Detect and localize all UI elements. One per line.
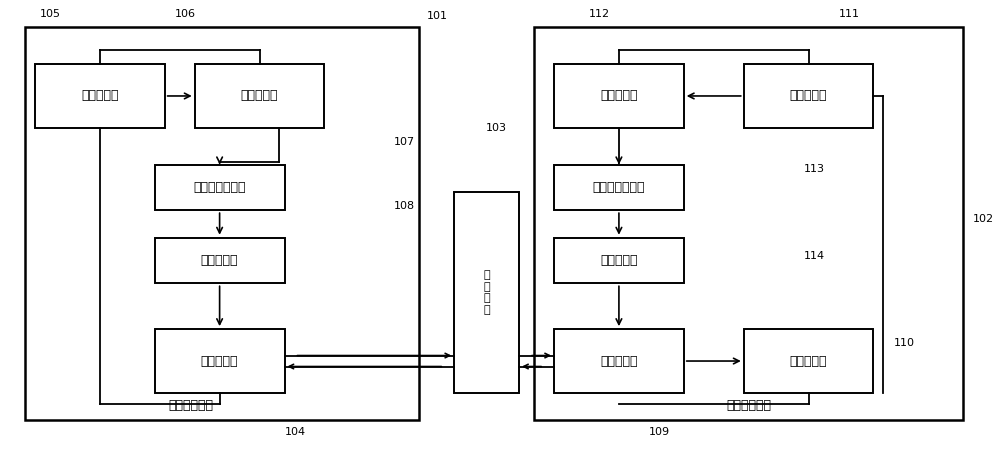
Text: 第一冷凝器: 第一冷凝器 — [241, 90, 278, 102]
Text: 101: 101 — [427, 11, 448, 21]
Bar — [554, 329, 684, 393]
Text: 离
心
风
机: 离 心 风 机 — [483, 270, 490, 315]
Bar — [534, 27, 963, 420]
Bar — [35, 64, 165, 128]
Text: 第一制冷系统: 第一制冷系统 — [168, 399, 213, 412]
Bar — [155, 329, 285, 393]
Text: 102: 102 — [973, 214, 994, 224]
Text: 第一干燥过滤器: 第一干燥过滤器 — [193, 181, 246, 194]
Text: 汽液分离器: 汽液分离器 — [790, 355, 827, 367]
Text: 二级蒸发器: 二级蒸发器 — [600, 355, 638, 367]
Text: 113: 113 — [804, 164, 825, 174]
Text: 第一膨胀阀: 第一膨胀阀 — [201, 254, 238, 267]
Bar — [454, 192, 519, 393]
Text: 105: 105 — [40, 9, 61, 19]
Bar — [195, 64, 324, 128]
Text: 109: 109 — [649, 427, 670, 437]
Text: 第二干燥过滤器: 第二干燥过滤器 — [593, 181, 645, 194]
Bar — [554, 165, 684, 210]
Bar — [25, 27, 419, 420]
Text: 106: 106 — [175, 9, 196, 19]
Bar — [744, 64, 873, 128]
Text: 108: 108 — [394, 201, 415, 211]
Bar — [155, 165, 285, 210]
Text: 第二制冷系统: 第二制冷系统 — [726, 399, 771, 412]
Text: 112: 112 — [589, 9, 610, 19]
Bar — [554, 238, 684, 283]
Text: 第二压缩机: 第二压缩机 — [790, 90, 827, 102]
Text: 111: 111 — [839, 9, 860, 19]
Text: 103: 103 — [486, 123, 507, 133]
Text: 第二膨胀阀: 第二膨胀阀 — [600, 254, 638, 267]
Text: 第一压缩机: 第一压缩机 — [81, 90, 119, 102]
Bar — [744, 329, 873, 393]
Text: 预冷蒸发器: 预冷蒸发器 — [201, 355, 238, 367]
Bar — [554, 64, 684, 128]
Text: 107: 107 — [394, 137, 415, 147]
Text: 114: 114 — [804, 251, 825, 261]
Bar — [155, 238, 285, 283]
Text: 104: 104 — [285, 427, 306, 437]
Text: 第二冷凝器: 第二冷凝器 — [600, 90, 638, 102]
Text: 110: 110 — [893, 338, 914, 348]
